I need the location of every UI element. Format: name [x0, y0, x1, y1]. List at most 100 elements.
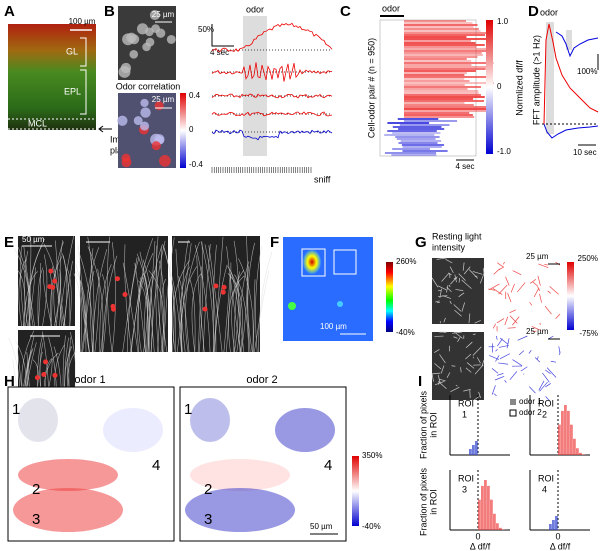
dendrite: [42, 269, 52, 327]
roi: [190, 459, 290, 491]
neurite: [445, 258, 453, 264]
neurite: [499, 353, 510, 360]
neurite: [546, 367, 557, 378]
trace-red: [543, 23, 599, 125]
heatmap-row: [402, 146, 442, 148]
heatmap-row: [387, 130, 437, 132]
dendrite: [208, 245, 223, 353]
neurite: [504, 316, 509, 326]
dendrite: [59, 236, 75, 327]
neurite-maps: [431, 257, 561, 402]
neurite: [517, 335, 528, 341]
odor-title: odor 1: [74, 374, 105, 386]
heatmap-row: [404, 92, 479, 94]
marker: [110, 306, 116, 312]
resting-image: [432, 332, 484, 400]
hist-bar: [564, 405, 567, 455]
dendrite: [254, 270, 270, 353]
neurite: [539, 381, 548, 392]
neurite: [468, 313, 471, 324]
layer-brackets: [80, 37, 87, 115]
tick-label: 0: [475, 531, 480, 541]
neurite: [457, 337, 461, 343]
dendrite: [51, 266, 64, 327]
panel-label: I: [418, 373, 422, 390]
dendrite: [42, 254, 48, 327]
neurite: [454, 309, 462, 317]
neurite: [451, 365, 456, 367]
dendrite: [20, 245, 26, 327]
neurite: [460, 367, 462, 373]
neurite: [474, 364, 484, 375]
neurite: [504, 380, 507, 383]
dendrite: [194, 244, 211, 353]
roi-label: ROI: [538, 473, 554, 483]
neurite: [496, 262, 504, 268]
colorbar-label: -1.0: [497, 147, 511, 156]
dendrite: [197, 266, 202, 353]
roi-number: 4: [542, 484, 547, 494]
roi-maps: [13, 398, 335, 532]
heatmap-row: [404, 72, 467, 74]
neurite: [473, 395, 480, 401]
dendrite: [139, 251, 155, 353]
neurite: [538, 380, 545, 391]
hist-bar: [561, 410, 564, 455]
hist-bar: [487, 485, 490, 530]
dff-map: [283, 237, 373, 341]
heatmap-row: [404, 58, 467, 60]
cell: [140, 98, 149, 108]
arrow: [98, 125, 112, 133]
hist-bar: [472, 445, 475, 455]
heatmap-row: [404, 26, 474, 28]
heatmap-row: [404, 64, 472, 66]
dendrite: [74, 270, 86, 353]
neurite: [510, 283, 515, 293]
dendrite: [161, 278, 168, 353]
roi-number: 2: [542, 409, 547, 419]
neurite: [509, 309, 516, 314]
heatmap-row: [404, 50, 488, 52]
layer-label: MCL: [28, 118, 47, 128]
scale-label: 25 µm: [152, 95, 175, 104]
neurite: [440, 365, 445, 374]
heatmap-row: [404, 48, 488, 50]
dendrite: [25, 236, 32, 327]
scale-label: 4 sec: [210, 48, 229, 57]
neurite: [495, 335, 498, 340]
y-axis-label: in ROI: [428, 489, 438, 515]
dendrite: [172, 259, 190, 353]
colorbar: [486, 20, 493, 154]
cell: [151, 141, 161, 151]
colorbar-label: 250%: [578, 254, 598, 263]
hist-bar: [484, 480, 487, 530]
neurite: [483, 268, 485, 274]
heatmap-row: [404, 104, 474, 106]
roi-number: 2: [204, 481, 212, 498]
colorbar-label: 260%: [396, 257, 416, 266]
dendrite: [75, 263, 87, 353]
neurite: [446, 285, 449, 293]
dendrite: [157, 246, 162, 353]
neurite: [512, 359, 523, 367]
neurite: [544, 264, 548, 266]
hist-bar: [579, 452, 582, 455]
dendrite: [138, 238, 154, 353]
heatmap-row: [384, 134, 435, 136]
marker: [221, 284, 227, 290]
dendrite: [225, 262, 232, 353]
dendrite: [227, 273, 244, 353]
heatmap-row: [404, 88, 468, 90]
dendrite: [223, 274, 231, 353]
dendrite: [179, 266, 190, 353]
colorbar-label: 0: [497, 82, 502, 91]
heatmap-row: [404, 116, 475, 118]
dendrite: [234, 274, 250, 353]
panel-subtitle: Odor correlation: [116, 81, 181, 91]
sniff-label: sniff: [314, 174, 331, 184]
scale-bars: [211, 24, 234, 47]
heatmap-row: [403, 120, 458, 122]
neurite: [539, 322, 542, 325]
marker: [52, 278, 58, 284]
neurite: [449, 266, 454, 274]
